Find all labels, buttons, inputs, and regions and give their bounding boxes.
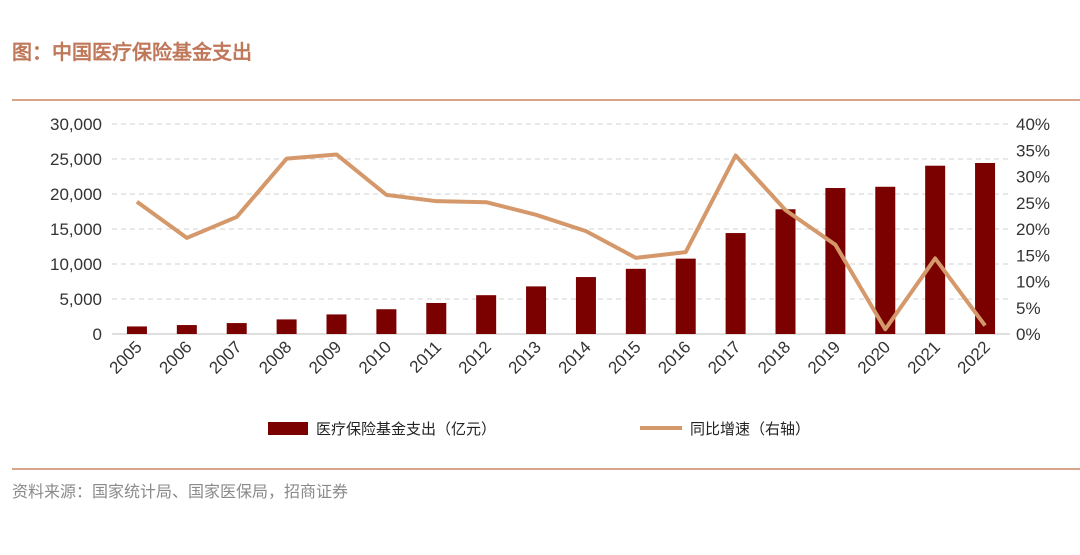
bar-2010 xyxy=(376,309,397,334)
left-tick-label: 0 xyxy=(93,325,102,344)
chart-canvas: 0 5,000 10,000 15,000 20,000 25,000 30,000 0% 5… xyxy=(50,115,1050,438)
x-tick-label: 2016 xyxy=(654,337,694,377)
bar-2014 xyxy=(575,277,596,334)
left-tick-label: 30,000 xyxy=(50,115,102,134)
x-tick-label: 2008 xyxy=(255,337,295,377)
bar-2006 xyxy=(176,325,197,334)
left-tick-label: 25,000 xyxy=(50,150,102,169)
bar-2011 xyxy=(426,302,447,334)
x-tick-label: 2022 xyxy=(954,337,994,377)
x-tick-label: 2007 xyxy=(205,337,245,377)
bar-2008 xyxy=(276,319,297,334)
x-tick-label: 2021 xyxy=(904,337,944,377)
right-tick-label: 10% xyxy=(1016,273,1050,292)
x-tick-label: 2005 xyxy=(106,337,146,377)
source-note: 资料来源：国家统计局、国家医保局，招商证券 xyxy=(12,482,349,501)
x-tick-label: 2010 xyxy=(355,337,395,377)
bar-2018 xyxy=(775,209,796,334)
chart-title: 图：中国医疗保险基金支出 xyxy=(12,40,252,64)
x-tick-label: 2020 xyxy=(854,337,894,377)
right-tick-label: 20% xyxy=(1016,220,1050,239)
left-tick-label: 20,000 xyxy=(50,185,102,204)
bar-2020 xyxy=(875,186,896,334)
x-tick-label: 2011 xyxy=(406,337,445,376)
bar-2021 xyxy=(925,165,946,334)
growth-line xyxy=(135,152,987,332)
gridlines xyxy=(112,123,1010,335)
right-tick-label: 25% xyxy=(1016,194,1050,213)
left-tick-label: 10,000 xyxy=(50,255,102,274)
legend-bar-swatch xyxy=(268,422,308,435)
bar-2007 xyxy=(226,323,247,334)
x-axis: 2005 2006 2007 2008 2009 2010 2011 2012 2013 2014… xyxy=(106,337,994,377)
line-series xyxy=(135,152,987,332)
x-tick-label: 2019 xyxy=(804,337,844,377)
x-tick-label: 2017 xyxy=(704,337,744,377)
bar-2017 xyxy=(725,233,746,334)
left-axis: 0 5,000 10,000 15,000 20,000 25,000 30,000 xyxy=(50,115,102,344)
bar-series xyxy=(126,162,996,334)
x-tick-label: 2009 xyxy=(305,337,345,377)
x-tick-label: 2015 xyxy=(604,337,644,377)
left-tick-label: 5,000 xyxy=(59,290,102,309)
x-tick-label: 2006 xyxy=(155,337,195,377)
top-divider xyxy=(12,99,1080,101)
right-tick-label: 35% xyxy=(1016,141,1050,160)
right-tick-label: 0% xyxy=(1016,325,1041,344)
right-tick-label: 15% xyxy=(1016,246,1050,265)
bar-2013 xyxy=(526,286,547,334)
bar-2015 xyxy=(625,268,646,334)
x-tick-label: 2014 xyxy=(555,337,595,377)
x-tick-label: 2013 xyxy=(505,337,545,377)
x-tick-label: 2012 xyxy=(455,337,495,377)
bar-2005 xyxy=(126,326,147,334)
right-tick-label: 40% xyxy=(1016,115,1050,134)
bar-2019 xyxy=(825,188,846,334)
legend-bar-label: 医疗保险基金支出（亿元） xyxy=(316,420,496,438)
bottom-divider xyxy=(12,468,1080,470)
right-axis: 0% 5% 10% 15% 20% 25% 30% 35% 40% xyxy=(1016,115,1050,344)
bar-2016 xyxy=(675,258,696,334)
legend: 医疗保险基金支出（亿元） 同比增速（右轴） xyxy=(268,420,810,438)
legend-line-label: 同比增速（右轴） xyxy=(690,420,810,438)
bar-2009 xyxy=(326,314,347,334)
x-tick-label: 2018 xyxy=(754,337,794,377)
bar-2012 xyxy=(476,295,497,334)
bar-2022 xyxy=(975,162,996,334)
left-tick-label: 15,000 xyxy=(50,220,102,239)
right-tick-label: 30% xyxy=(1016,168,1050,187)
right-tick-label: 5% xyxy=(1016,299,1041,318)
